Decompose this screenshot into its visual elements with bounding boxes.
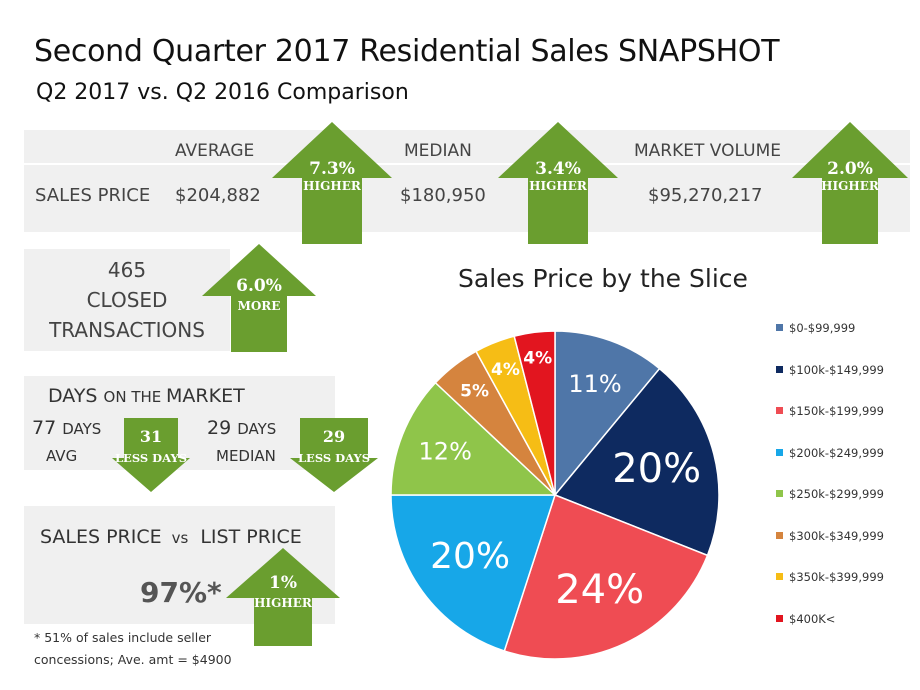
legend-label-0: $0-$99,999 xyxy=(789,321,856,335)
pie-slice-2 xyxy=(503,494,709,660)
average-change-direction: HIGHER xyxy=(303,179,361,193)
pie-slice-label-6: 4% xyxy=(491,360,520,380)
pie-slice-3 xyxy=(390,494,557,652)
closed-transactions-count: 465 xyxy=(107,258,147,282)
days-on-market-panel xyxy=(24,376,335,470)
legend-item-3: $200k-$249,999 xyxy=(776,446,884,460)
legend-item-6: $350k-$399,999 xyxy=(776,570,884,584)
sales-vs-list-value: 97%* xyxy=(140,576,222,609)
market-volume-label: MARKET VOLUME xyxy=(634,141,781,161)
legend-item-1: $100k-$149,999 xyxy=(776,363,884,377)
chart-title: Sales Price by the Slice xyxy=(458,264,748,293)
legend-swatch-4 xyxy=(776,490,783,497)
pie-slice-label-4: 12% xyxy=(419,438,472,466)
median-days-number: 29 xyxy=(207,417,238,439)
legend-swatch-0 xyxy=(776,324,783,331)
legend-swatch-5 xyxy=(776,531,783,539)
pie-chart: 11%20%24%20%12%5%4%4% xyxy=(390,330,720,660)
median-change-direction: HIGHER xyxy=(529,179,587,193)
median-days-change-direction: LESS DAYS xyxy=(297,451,371,465)
closed-transactions-panel xyxy=(24,249,230,351)
legend-label-2: $150k-$199,999 xyxy=(789,404,884,418)
sales-vs-list-up-arrow-icon: 1% HIGHER xyxy=(226,548,340,646)
legend-swatch-2 xyxy=(776,407,783,414)
legend-swatch-7 xyxy=(776,614,783,622)
median-days-label: MEDIAN xyxy=(216,447,276,465)
average-value: $204,882 xyxy=(175,185,261,206)
median-days-value: 29 DAYS xyxy=(207,417,276,439)
closed-transactions-up-arrow-icon: 6.0% MORE xyxy=(202,244,316,352)
median-days-change-value: 29 xyxy=(322,427,346,446)
pie-slice-1 xyxy=(553,367,720,557)
legend-item-7: $400K< xyxy=(776,612,835,626)
sales-vs-list-title-list: LIST PRICE xyxy=(200,526,302,548)
page-title: Second Quarter 2017 Residential Sales SN… xyxy=(34,34,780,69)
legend-swatch-3 xyxy=(776,448,783,456)
avg-days-value: 77 DAYS xyxy=(32,417,101,439)
median-change-value: 3.4% xyxy=(535,159,581,179)
sales-price-panel xyxy=(24,130,910,232)
sales-vs-list-title: SALES PRICE vs LIST PRICE xyxy=(40,526,302,548)
market-volume-change-up-arrow-icon: 2.0% HIGHER xyxy=(792,122,908,244)
avg-days-label: AVG xyxy=(46,447,78,465)
legend-label-1: $100k-$149,999 xyxy=(789,362,884,377)
avg-days-down-arrow-icon: 31 LESS DAYS xyxy=(112,418,190,492)
legend-item-5: $300k-$349,999 xyxy=(776,529,884,543)
avg-days-change-direction: LESS DAYS xyxy=(114,451,188,465)
legend-label-4: $250k-$299,999 xyxy=(789,487,884,501)
legend-swatch-1 xyxy=(776,365,783,373)
days-on-market-title-on-the: ON THE xyxy=(103,388,167,406)
pie-slice-label-1: 20% xyxy=(612,446,701,492)
sales-vs-list-title-sales: SALES PRICE xyxy=(40,526,162,548)
median-days-unit: DAYS xyxy=(237,420,277,438)
legend-item-4: $250k-$299,999 xyxy=(776,487,884,501)
sales-vs-list-change-value: 1% xyxy=(269,573,297,593)
closed-transactions-line2: TRANSACTIONS xyxy=(49,318,205,342)
closed-transactions-change-value: 6.0% xyxy=(236,276,282,296)
average-change-value: 7.3% xyxy=(309,159,355,179)
days-on-market-title-days: DAYS xyxy=(48,385,104,407)
days-on-market-title-market: MARKET xyxy=(166,385,245,407)
pie-slice-label-3: 20% xyxy=(430,536,510,577)
sales-vs-list-change-direction: HIGHER xyxy=(254,596,312,610)
footnote-line1: * 51% of sales include seller xyxy=(34,630,212,645)
avg-days-number: 77 xyxy=(32,417,63,439)
median-label: MEDIAN xyxy=(404,141,472,161)
market-volume-value: $95,270,217 xyxy=(648,185,763,206)
pie-slice-label-7: 4% xyxy=(523,348,552,368)
pie-slice-label-2: 24% xyxy=(555,567,644,613)
sales-price-header-divider xyxy=(24,163,910,165)
sales-vs-list-title-vs: vs xyxy=(171,529,189,547)
legend-label-7: $400K< xyxy=(789,611,836,626)
pie-slice-7 xyxy=(513,330,556,496)
market-volume-change-direction: HIGHER xyxy=(821,179,879,193)
legend-label-5: $300k-$349,999 xyxy=(789,528,884,543)
pie-slice-label-5: 5% xyxy=(460,381,489,401)
legend-label-6: $350k-$399,999 xyxy=(789,570,884,584)
average-label: AVERAGE xyxy=(175,141,255,161)
legend-item-0: $0-$99,999 xyxy=(776,321,855,335)
legend-item-2: $150k-$199,999 xyxy=(776,404,884,418)
legend-label-3: $200k-$249,999 xyxy=(789,445,884,460)
avg-days-change-value: 31 xyxy=(139,427,163,446)
median-days-down-arrow-icon: 29 LESS DAYS xyxy=(290,418,378,492)
closed-transactions-line1: CLOSED xyxy=(86,288,168,312)
sales-price-row-label: SALES PRICE xyxy=(35,185,151,206)
footnote-line2: concessions; Ave. amt = $4900 xyxy=(34,652,232,667)
days-on-market-title: DAYS ON THE MARKET xyxy=(48,385,245,407)
legend-swatch-6 xyxy=(776,573,783,580)
page-subtitle: Q2 2017 vs. Q2 2016 Comparison xyxy=(36,80,409,105)
closed-transactions-change-direction: MORE xyxy=(237,299,281,313)
avg-days-unit: DAYS xyxy=(62,420,102,438)
pie-slice-label-0: 11% xyxy=(568,370,621,398)
market-volume-change-value: 2.0% xyxy=(827,159,873,179)
pie-slice-0 xyxy=(554,330,661,498)
pie-slice-4 xyxy=(390,381,557,496)
median-value: $180,950 xyxy=(400,185,486,206)
average-change-up-arrow-icon: 7.3% HIGHER xyxy=(272,122,392,244)
median-change-up-arrow-icon: 3.4% HIGHER xyxy=(498,122,618,244)
